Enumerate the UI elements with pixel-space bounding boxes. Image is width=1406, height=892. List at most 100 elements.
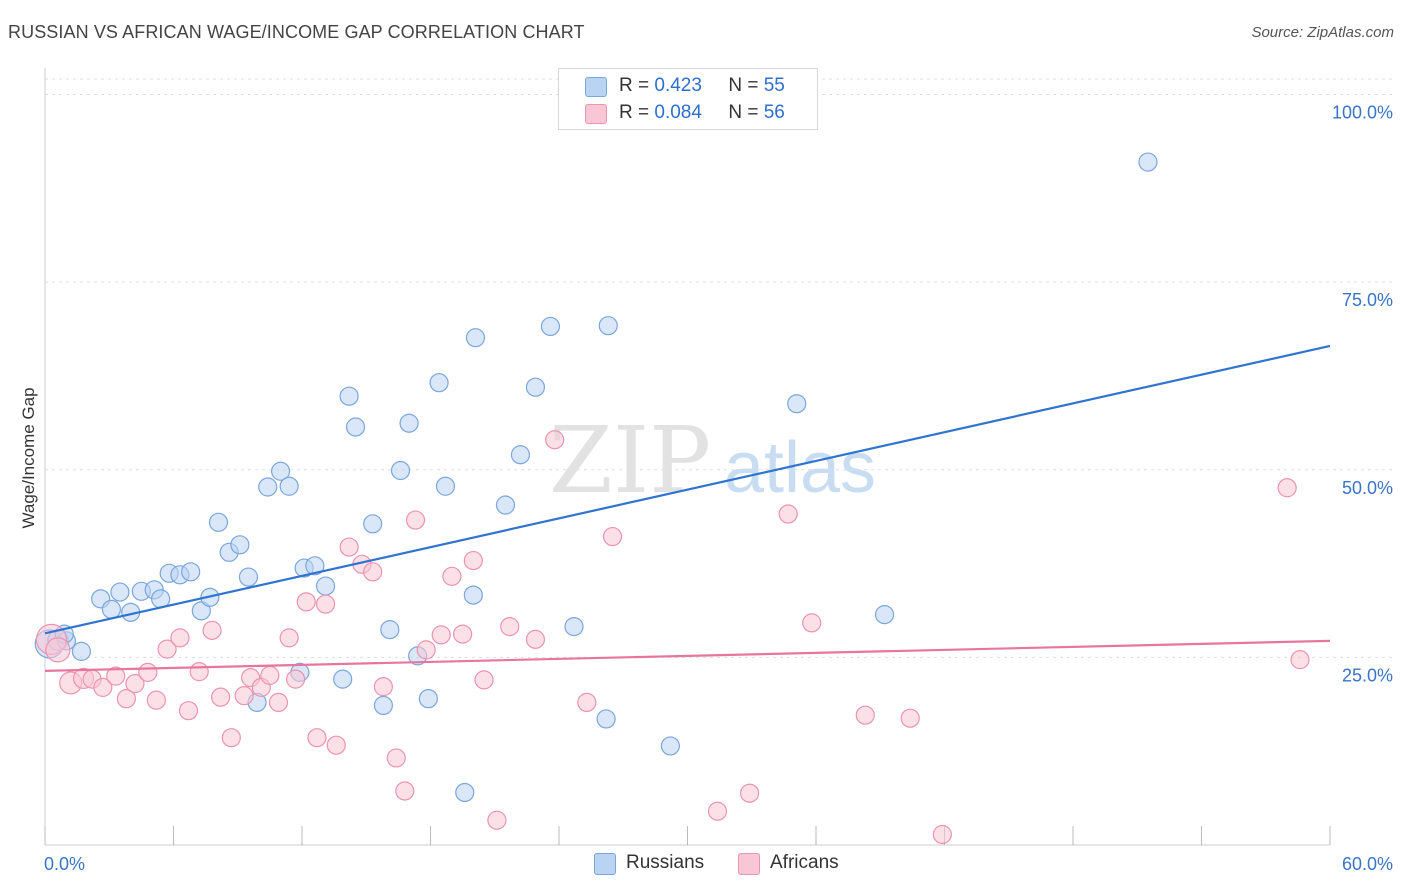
african-point-54 [932, 824, 952, 845]
y-axis-label: Wage/Income Gap [19, 387, 38, 528]
russian-point-42 [465, 328, 486, 348]
african-point-11 [157, 639, 177, 659]
african-point-39 [453, 624, 473, 644]
african-point-47 [602, 526, 623, 547]
african-point-23 [279, 628, 299, 648]
african-point-38 [442, 566, 462, 586]
russian-point-50 [660, 736, 680, 756]
russian-point-38 [429, 373, 449, 393]
russian-point-48 [596, 709, 616, 729]
african-point-42 [487, 810, 507, 830]
african-point-7 [116, 689, 136, 709]
africans-legend-label: Africans [770, 852, 839, 873]
russian-point-5 [101, 599, 121, 619]
african-point-28 [326, 735, 346, 755]
chart-source: Source: ZipAtlas.com [1251, 24, 1394, 41]
axis-labels: 25.0% 50.0% 75.0% 100.0% 0.0% 60.0% Wage/Incom… [19, 103, 1393, 874]
african-point-22 [268, 692, 289, 713]
russians-n-label: N = [728, 75, 759, 96]
africans-swatch [585, 104, 607, 124]
russian-point-19 [238, 567, 259, 587]
african-point-52 [855, 705, 875, 725]
watermark: ZIP atlas [549, 407, 876, 514]
russians-n-value: 55 [763, 75, 785, 96]
russian-point-39 [435, 476, 456, 496]
russian-point-6 [110, 582, 130, 602]
russian-point-52 [874, 605, 895, 625]
russian-point-30 [345, 417, 366, 437]
african-point-10 [146, 690, 166, 710]
russian-point-32 [373, 695, 393, 716]
african-point-35 [405, 510, 426, 530]
russian-point-37 [418, 689, 438, 709]
russians-swatch [585, 77, 607, 97]
africans-n-value: 56 [763, 102, 785, 123]
african-point-29 [339, 537, 359, 557]
russian-point-22 [270, 461, 291, 481]
russian-point-43 [495, 495, 516, 515]
russian-point-27 [315, 576, 336, 596]
russian-point-13 [181, 562, 201, 582]
russian-point-35 [399, 413, 419, 433]
russian-point-51 [787, 394, 807, 414]
africans-stats: R = 0.084 N = 56 [619, 102, 785, 124]
african-point-31 [363, 562, 383, 582]
russian-point-34 [390, 460, 411, 481]
african-point-44 [525, 629, 546, 649]
african-point-40 [463, 550, 483, 571]
russian-point-53 [1138, 152, 1158, 172]
african-point-41 [474, 670, 494, 690]
african-point-5 [93, 677, 113, 697]
african-point-1 [45, 637, 71, 663]
african-point-33 [386, 748, 406, 768]
african-point-9 [138, 662, 158, 682]
african-point-45 [545, 430, 565, 450]
african-point-55 [1277, 478, 1297, 498]
russian-point-16 [208, 512, 229, 532]
african-point-12 [170, 628, 190, 648]
russian-point-31 [363, 514, 383, 534]
african-point-37 [431, 625, 451, 645]
russian-point-26 [305, 556, 325, 576]
x-tick-label-max: 60.0% [1342, 854, 1393, 874]
african-point-13 [178, 701, 199, 721]
russians-legend-label: Russians [626, 852, 705, 873]
african-point-51 [802, 613, 822, 633]
correlation-legend: R = 0.423 N = 55 R = 0.084 N = 56 [558, 68, 818, 130]
africans-n-label: N = [728, 102, 759, 123]
russian-point-29 [339, 386, 359, 406]
russians-r-label: R = [619, 75, 650, 96]
russian-point-44 [510, 445, 531, 465]
africans-legend-swatch [738, 853, 760, 875]
african-point-34 [395, 781, 415, 801]
african-point-49 [740, 783, 760, 803]
trend-lines [44, 344, 1331, 672]
african-point-16 [211, 687, 231, 707]
russian-point-14 [191, 601, 211, 621]
african-point-25 [296, 592, 316, 612]
watermark-atlas: atlas [724, 428, 876, 508]
russians-r-value: 0.423 [654, 75, 702, 96]
watermark-zip: ZIP [549, 407, 711, 514]
african-point-26 [307, 728, 327, 748]
african-point-17 [221, 728, 241, 748]
african-point-24 [285, 669, 306, 689]
x-tick-label-min: 0.0% [44, 854, 85, 874]
russian-point-28 [333, 669, 353, 689]
russian-point-18 [230, 535, 250, 555]
russian-point-41 [463, 585, 483, 605]
russian-point-33 [380, 620, 400, 640]
african-point-21 [260, 665, 280, 685]
chart-title: RUSSIAN VS AFRICAN WAGE/INCOME GAP CORRE… [8, 22, 585, 42]
russian-point-49 [598, 316, 618, 336]
africans-r-label: R = [619, 102, 650, 123]
african-point-6 [106, 666, 126, 686]
russian-point-46 [540, 316, 561, 337]
russian-point-47 [564, 617, 584, 637]
russians-stats: R = 0.423 N = 55 [619, 75, 785, 97]
african-point-15 [202, 620, 222, 640]
russian-point-21 [258, 477, 278, 497]
african-point-56 [1290, 650, 1310, 670]
y-tick-label-25: 25.0% [1342, 665, 1393, 685]
